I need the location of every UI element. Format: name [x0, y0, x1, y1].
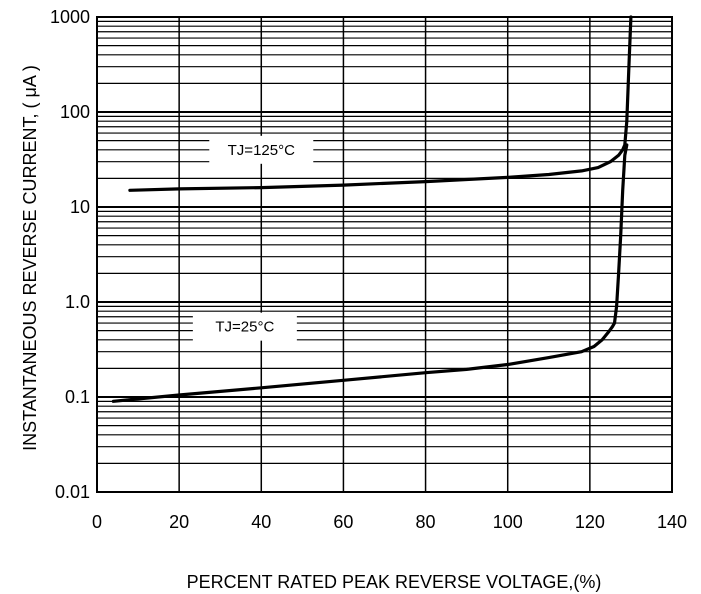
y-tick-label: 0.01 — [55, 482, 90, 502]
x-axis-title: PERCENT RATED PEAK REVERSE VOLTAGE,(%) — [187, 572, 602, 592]
series-labels: TJ=125°C TJ=25°C — [192, 135, 314, 341]
y-tick-label: 0.1 — [65, 387, 90, 407]
x-tick-label: 60 — [333, 512, 353, 532]
series-label-background — [209, 135, 314, 164]
x-tick-label: 0 — [92, 512, 102, 532]
grid — [96, 16, 673, 493]
y-tick-label: 100 — [60, 102, 90, 122]
series-line — [111, 143, 629, 403]
series-lines — [111, 15, 633, 403]
x-tick-label: 80 — [416, 512, 436, 532]
x-tick-label: 40 — [251, 512, 271, 532]
series-label: TJ=125°C — [228, 142, 295, 159]
series-label-background — [192, 312, 297, 341]
series-label: TJ=25°C — [215, 319, 274, 336]
x-tick-label: 140 — [657, 512, 687, 532]
tick-labels: 0 20 40 60 80 100 120 140 0.01 0.1 1.0 10 100 1000 — [50, 7, 687, 532]
x-tick-label: 120 — [575, 512, 605, 532]
series-line — [128, 15, 633, 192]
plot-frame — [96, 16, 673, 493]
x-tick-label: 20 — [169, 512, 189, 532]
y-tick-label: 1.0 — [65, 292, 90, 312]
y-tick-label: 1000 — [50, 7, 90, 27]
y-tick-label: 10 — [70, 197, 90, 217]
y-axis-title: INSTANTANEOUS REVERSE CURRENT, ( μA ) — [20, 65, 40, 451]
x-tick-label: 100 — [493, 512, 523, 532]
